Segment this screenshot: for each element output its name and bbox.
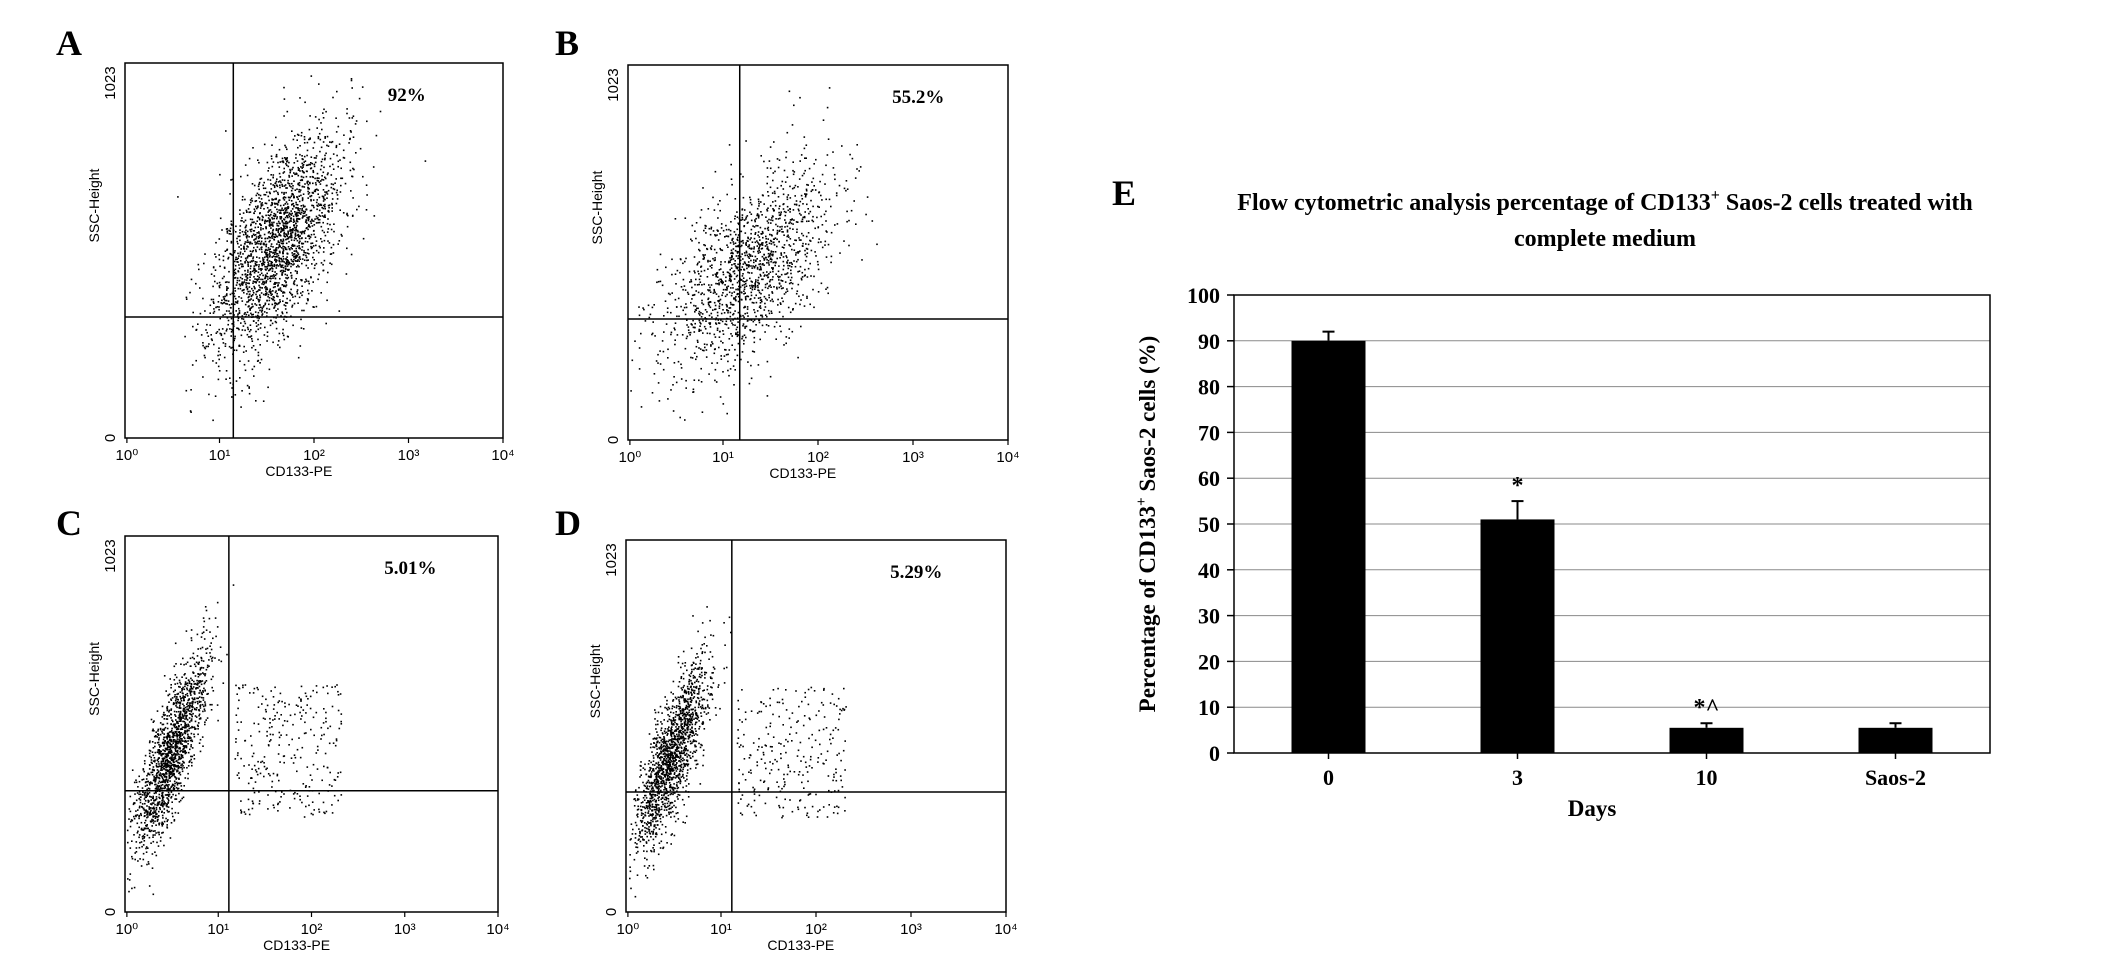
scatter-dots-c: [126, 584, 343, 896]
panel-letter-d: D: [555, 503, 581, 543]
x-tick-label: 10⁴: [996, 449, 1019, 466]
bar-10: [1669, 727, 1744, 753]
scatter-panels: A 92% 10⁰ 10¹ 10² 10³ 10⁴ 0 1023 CD133-PE SSC-Heig…: [56, 23, 1020, 953]
x-axis-label: CD133-PE: [263, 937, 330, 953]
y-tick-label: 0: [605, 436, 622, 444]
x-tick-label: 10¹: [207, 921, 229, 938]
x-tick-label: 10⁴: [491, 447, 514, 464]
x-tick-label: 10⁴: [486, 921, 509, 938]
y-tick-label: 0: [102, 434, 119, 442]
y-tick-label: 20: [1198, 649, 1220, 674]
x-tick-label: 10⁰: [116, 447, 139, 464]
chart-title-sup: +: [1711, 187, 1720, 204]
y-axis-label: Percentage of CD133+ Saos-2 cells (%): [1134, 336, 1160, 713]
x-tick-label: 10⁴: [994, 921, 1017, 938]
panel-letter-a: A: [56, 23, 82, 63]
x-axis-label: CD133-PE: [767, 937, 834, 953]
quadrant-percent-c: 5.01%: [384, 558, 436, 579]
y-tick-label: 90: [1198, 329, 1220, 354]
plot-frame-b: [627, 64, 1009, 441]
y-tick-label: 10: [1198, 695, 1220, 720]
y-tick-label: 0: [1209, 741, 1220, 766]
chart-title-end: Saos-2 cells treated with: [1720, 190, 1973, 216]
y-tick-label: 100: [1187, 283, 1220, 308]
y-tick-label: 30: [1198, 604, 1220, 629]
scatter-panel-b: B 55.2% 10⁰ 10¹ 10² 10³ 10⁴ 0 1023 CD133-PE SSC-He…: [555, 23, 1020, 481]
panel-letter-b: B: [555, 23, 579, 63]
x-tick-label: 10²: [303, 447, 325, 464]
bar-3: [1480, 519, 1555, 753]
y-tick-label: 50: [1198, 512, 1220, 537]
x-tick-label: 10³: [394, 921, 416, 938]
y-axis-label: SSC-Height: [86, 642, 102, 716]
y-tick-label: 1023: [102, 66, 119, 99]
bar-chart-panel: E Flow cytometric analysis percentage of …: [1112, 173, 1991, 821]
x-tick-label: 10⁰: [116, 921, 139, 938]
x-tick-label: 10: [1696, 765, 1718, 790]
x-tick-label: 10²: [807, 449, 829, 466]
y-tick-label: 0: [102, 908, 119, 916]
scatter-dots-a: [177, 75, 427, 422]
x-tick-label: 10³: [902, 449, 924, 466]
quadrant-percent-b: 55.2%: [892, 87, 944, 108]
x-tick-label: 10⁰: [619, 449, 642, 466]
y-tick-label: 40: [1198, 558, 1220, 583]
x-tick-label: 3: [1512, 765, 1523, 790]
y-tick-label: 60: [1198, 466, 1220, 491]
y-tick-label: 70: [1198, 420, 1220, 445]
y-tick-label: 1023: [605, 68, 622, 101]
y-axis-label-end: Saos-2 cells (%): [1135, 336, 1160, 498]
x-tick-label: 10²: [805, 921, 827, 938]
y-axis-label: SSC-Height: [86, 168, 102, 242]
x-axis-label: Days: [1568, 796, 1617, 821]
significance-mark: *^: [1694, 695, 1720, 721]
x-tick-label: 10¹: [712, 449, 734, 466]
x-tick-label: 10¹: [710, 921, 732, 938]
plot-frame-d: [625, 539, 1007, 913]
y-axis-label: SSC-Height: [589, 170, 605, 244]
panel-letter-c: C: [56, 503, 82, 543]
chart-title-line2: complete medium: [1514, 226, 1696, 252]
quadrant-percent-d: 5.29%: [890, 562, 942, 583]
x-tick-label: 10³: [900, 921, 922, 938]
significance-mark: *: [1512, 473, 1524, 499]
y-tick-label: 1023: [603, 543, 620, 576]
x-axis-label: CD133-PE: [265, 463, 332, 479]
plot-frame-e: [1233, 294, 1991, 754]
quadrant-percent-a: 92%: [388, 85, 426, 106]
scatter-panel-c: C 5.01% 10⁰ 10¹ 10² 10³ 10⁴ 0 1023 CD133-PE SSC-He…: [56, 503, 510, 953]
x-tick-label: 10¹: [209, 447, 231, 464]
scatter-panel-d: D 5.29% 10⁰ 10¹ 10² 10³ 10⁴ 0 1023 CD133-PE SSC-He…: [555, 503, 1018, 953]
plot-frame-a: [124, 62, 504, 439]
y-tick-label: 1023: [102, 539, 119, 572]
x-tick-label: 10⁰: [617, 921, 640, 938]
x-tick-label: 10³: [398, 447, 420, 464]
chart-title-line1: Flow cytometric analysis percentage of C…: [1237, 187, 1972, 216]
bar-0: [1291, 340, 1366, 753]
scatter-dots-d: [629, 606, 847, 898]
y-tick-label: 0: [603, 908, 620, 916]
x-tick-label: 0: [1323, 765, 1334, 790]
y-tick-label: 80: [1198, 375, 1220, 400]
bar-saos-2: [1858, 727, 1933, 753]
x-axis-label: CD133-PE: [769, 465, 836, 481]
y-axis-label-text: Percentage of CD133: [1135, 506, 1160, 713]
x-tick-label: Saos-2: [1865, 765, 1926, 790]
y-axis-label: SSC-Height: [587, 644, 603, 718]
x-tick-label: 10²: [301, 921, 323, 938]
y-axis-label-sup: +: [1134, 497, 1150, 506]
scatter-dots-b: [630, 87, 878, 421]
chart-title-text: Flow cytometric analysis percentage of C…: [1237, 190, 1710, 216]
panel-letter-e: E: [1112, 173, 1136, 213]
scatter-panel-a: A 92% 10⁰ 10¹ 10² 10³ 10⁴ 0 1023 CD133-PE SSC-Heig…: [56, 23, 515, 479]
